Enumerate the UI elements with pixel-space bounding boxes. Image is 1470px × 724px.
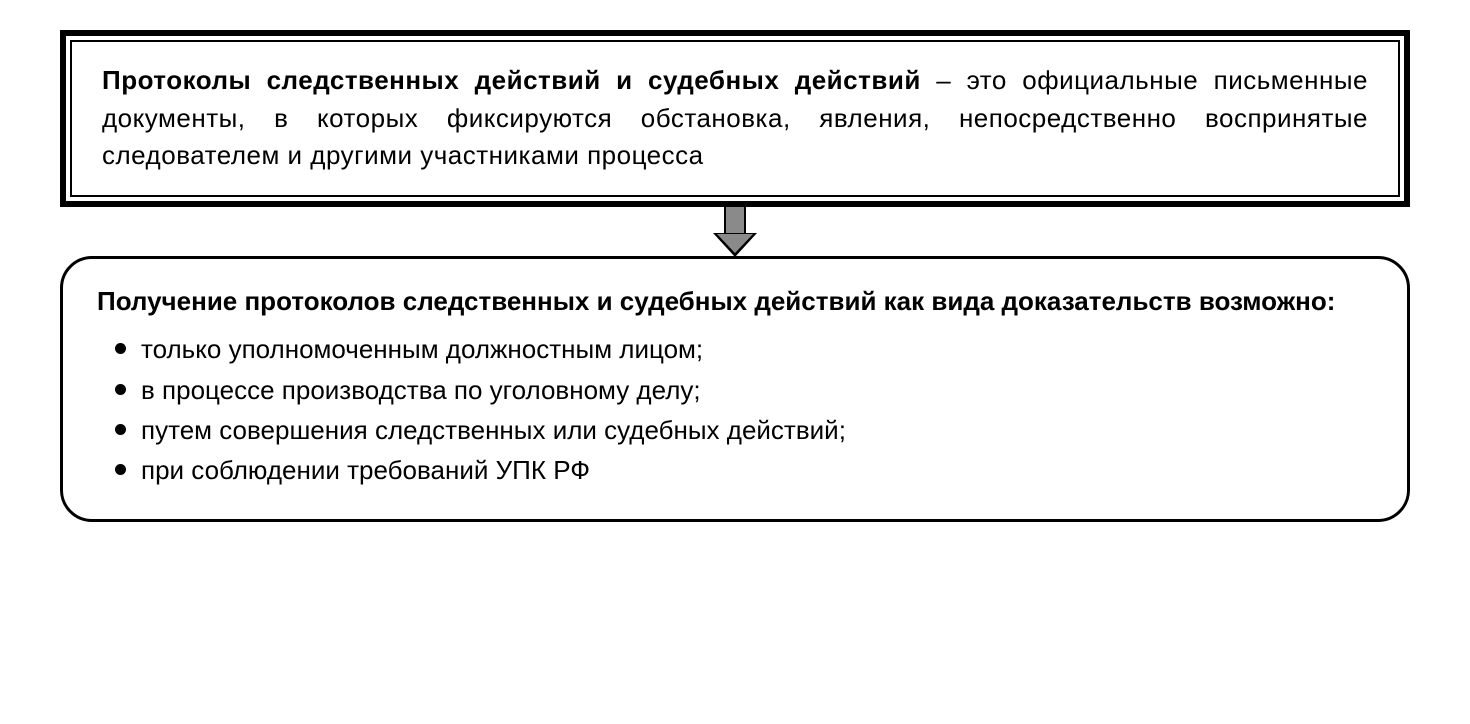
list-item: в процессе производства по уголовному де…	[109, 370, 1373, 410]
definition-box-outer: Протоколы следственных действий и судебн…	[60, 30, 1410, 207]
flowchart-container: Протоколы следственных действий и судебн…	[60, 30, 1410, 522]
definition-text: Протоколы следственных действий и судебн…	[102, 62, 1368, 175]
list-item: при соблюдении требований УПК РФ	[109, 450, 1373, 490]
conditions-list: только уполномоченным должностным лицом;…	[97, 329, 1373, 490]
definition-dash: –	[921, 65, 967, 95]
arrow-head	[713, 233, 757, 257]
list-item: только уполномоченным должностным лицом;	[109, 329, 1373, 369]
down-arrow-icon	[713, 205, 757, 257]
definition-term: Протоколы следственных действий и судебн…	[102, 65, 921, 95]
conditions-box: Получение протоколов следственных и суде…	[60, 256, 1410, 522]
list-item: путем совершения следственных или судебн…	[109, 410, 1373, 450]
arrow-stem	[724, 205, 746, 233]
conditions-title: Получение протоколов следственных и суде…	[97, 283, 1373, 319]
definition-box-inner: Протоколы следственных действий и судебн…	[70, 40, 1400, 197]
